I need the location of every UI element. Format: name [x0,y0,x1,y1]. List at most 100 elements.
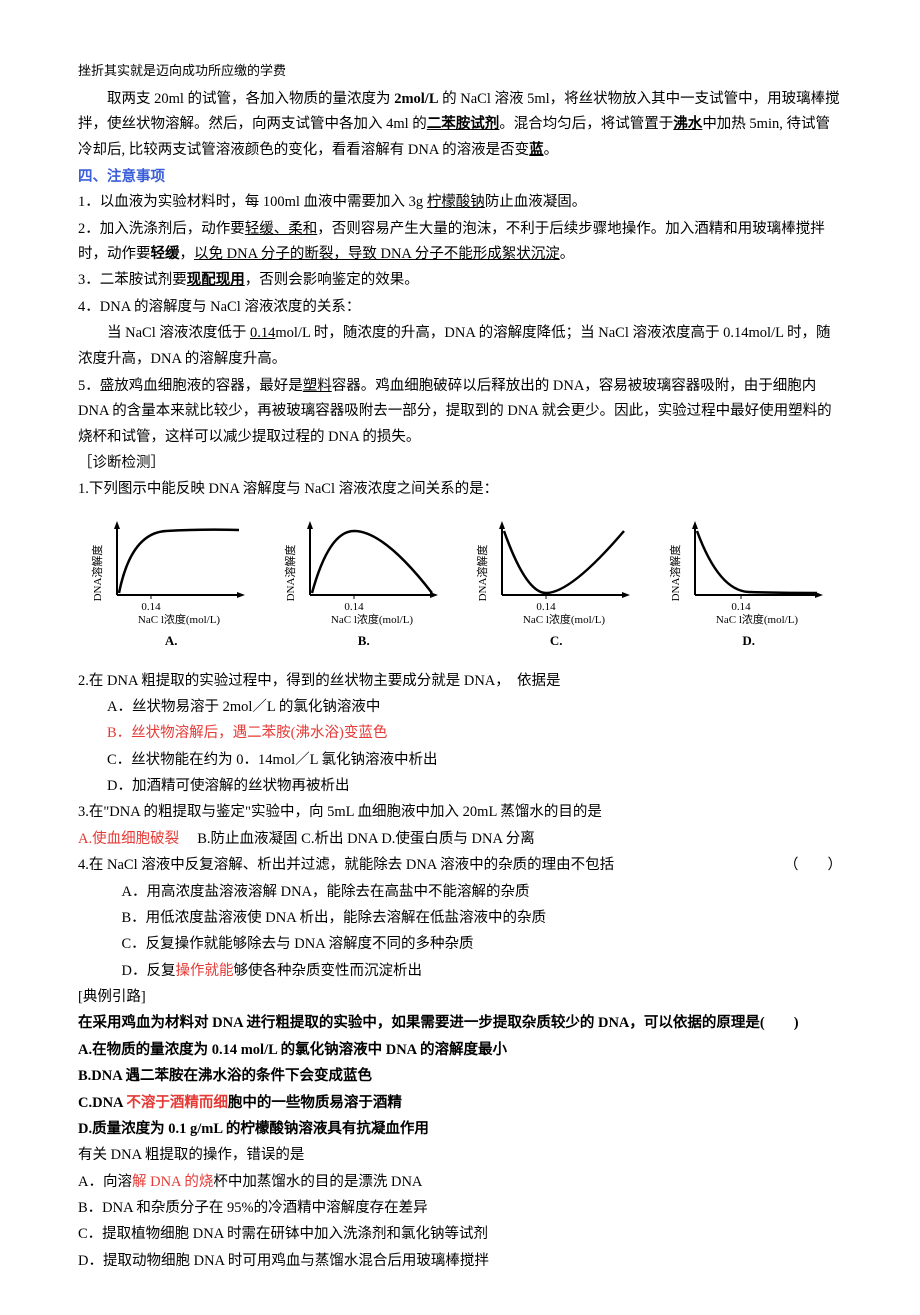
curve-d [697,531,817,593]
ex2-a-red: 解 DNA 的烧 [132,1174,213,1190]
ex2-option-b: B．DNA 和杂质分子在 95%的冷酒精中溶解度存在差异 [78,1196,842,1221]
q3-options: A.使血细胞破裂 B.防止血液凝固 C.析出 DNA D.使蛋白质与 DNA 分… [78,827,842,852]
xtick: 0.14 [731,601,751,613]
arrow-y [307,521,313,529]
page-header-note: 挫折其实就是迈向成功所应缴的学费 [78,60,842,83]
ex1-option-a: A.在物质的量浓度为 0.14 mol/L 的氯化钠溶液中 DNA 的溶解度最小 [78,1038,842,1063]
text: C.DNA [78,1095,126,1111]
q2-option-c: C．丝状物能在约为 0．14mol／L 氯化钠溶液中析出 [78,748,842,773]
arrow-y [114,521,120,529]
curve-a [119,529,239,592]
ex2-option-d: D．提取动物细胞 DNA 时可用鸡血与蒸馏水混合后用玻璃棒搅拌 [78,1249,842,1274]
text: 防止血液凝固。 [485,194,587,210]
sodium-citrate: 柠檬酸钠 [427,194,485,210]
note-1: 1．以血液为实验材料时，每 100ml 血液中需要加入 3g 柠檬酸钠防止血液凝… [78,190,842,215]
example-title: [典例引路] [78,985,842,1010]
arrow-x [622,592,630,598]
color-blue: 蓝 [529,142,544,158]
q3-rest [179,831,197,847]
chart-a: DNA溶解度 0.14 NaC l浓度(mol/L) A. [78,513,265,653]
chart-d: DNA溶解度 0.14 NaC l浓度(mol/L) D. [656,513,843,653]
example-1-question: 在采用鸡血为材料对 DNA 进行粗提取的实验中，如果需要进一步提取杂质较少的 D… [78,1011,842,1036]
question-4: 4.在 NaCl 溶液中反复溶解、析出并过滤，就能除去 DNA 溶液中的杂质的理… [78,853,842,878]
q4-text: 4.在 NaCl 溶液中反复溶解、析出并过滤，就能除去 DNA 溶液中的杂质的理… [78,857,614,873]
text: 5．盛放鸡血细胞液的容器，最好是 [78,378,303,394]
xlabel: NaC l浓度(mol/L) [523,612,606,626]
ex1-option-c: C.DNA 不溶于酒精而细胞中的一些物质易溶于酒精 [78,1091,842,1116]
note-5: 5．盛放鸡血细胞液的容器，最好是塑料容器。鸡血细胞破碎以后释放出的 DNA，容易… [78,374,842,450]
boiling-water: 沸水 [673,116,702,132]
q2-option-b: B．丝状物溶解后，遇二苯胺(沸水浴)变蓝色 [78,721,842,746]
chart-d-label: D. [656,630,843,653]
ylabel: DNA溶解度 [91,544,104,601]
text: 2．加入洗涤剂后，动作要 [78,221,245,237]
section-heading: 四、注意事项 [78,169,165,185]
ylabel: DNA溶解度 [669,544,682,601]
text: 胞中的一些物质易溶于酒精 [228,1095,402,1111]
xlabel: NaC l浓度(mol/L) [331,612,414,626]
arrow-x [237,592,245,598]
q3-options-rest: B.防止血液凝固 C.析出 DNA D.使蛋白质与 DNA 分离 [197,831,535,847]
note-3: 3．二苯胺试剂要现配现用，否则会影响鉴定的效果。 [78,268,842,293]
text: 杯中加蒸馏水的目的是漂洗 DNA [213,1174,422,1190]
section-4-title: 四、注意事项 [78,165,842,190]
fresh-prepare: 现配现用 [187,272,245,288]
gentle-2: 轻缓 [151,246,180,262]
text: ， [180,246,195,262]
q4-option-d: D．反复操作就能够使各种杂质变性而沉淀析出 [78,959,842,984]
question-3: 3.在"DNA 的粗提取与鉴定"实验中，向 5mL 血细胞液中加入 20mL 蒸… [78,800,842,825]
q4-bracket: （ ） [784,853,842,878]
threshold: 0.14 [250,325,275,341]
note-4-title: 4．DNA 的溶解度与 NaCl 溶液浓度的关系： [78,295,842,320]
q3-option-a: A.使血细胞破裂 [78,831,179,847]
chart-b-svg: DNA溶解度 0.14 NaC l浓度(mol/L) [284,513,444,628]
text: 取两支 20ml 的试管，各加入物质的量浓度为 [107,91,394,107]
example-2-question: 有关 DNA 粗提取的操作，错误的是 [78,1143,842,1168]
chart-c-label: C. [463,630,650,653]
text: D．反复 [122,963,176,979]
text: 3．二苯胺试剂要 [78,272,187,288]
ex1-c-red: 不溶于酒精而细 [126,1095,228,1111]
xlabel: NaC l浓度(mol/L) [716,612,799,626]
gentle: 轻缓、柔和 [245,221,318,237]
q2-option-d: D．加酒精可使溶解的丝状物再被析出 [78,774,842,799]
bold-concentration: 2mol/L [394,91,438,107]
ylabel: DNA溶解度 [284,544,297,601]
chart-a-label: A. [78,630,265,653]
text: 当 NaCl 溶液浓度低于 [107,325,250,341]
curve-c [504,531,624,593]
q4-option-a: A．用高浓度盐溶液溶解 DNA，能除去在高盐中不能溶解的杂质 [78,880,842,905]
chart-b: DNA溶解度 0.14 NaC l浓度(mol/L) B. [271,513,458,653]
ex1-option-d: D.质量浓度为 0.1 g/mL 的柠檬酸钠溶液具有抗凝血作用 [78,1117,842,1142]
chart-a-svg: DNA溶解度 0.14 NaC l浓度(mol/L) [91,513,251,628]
xlabel: NaC l浓度(mol/L) [138,612,221,626]
text: 够使各种杂质变性而沉淀析出 [233,963,422,979]
xtick: 0.14 [537,601,557,613]
chart-row: DNA溶解度 0.14 NaC l浓度(mol/L) A. DNA溶解度 0.1… [78,513,842,653]
question-1: 1.下列图示中能反映 DNA 溶解度与 NaCl 溶液浓度之间关系的是： [78,477,842,502]
diagnosis-title: ［诊断检测］ [78,451,842,476]
question-2: 2.在 DNA 粗提取的实验过程中，得到的丝状物主要成分就是 DNA， 依据是 [78,669,842,694]
chart-c: DNA溶解度 0.14 NaC l浓度(mol/L) C. [463,513,650,653]
q4-d-red: 操作就能 [175,963,233,979]
note-2: 2．加入洗涤剂后，动作要轻缓、柔和，否则容易产生大量的泡沫，不利于后续步骤地操作… [78,217,842,268]
chart-d-svg: DNA溶解度 0.14 NaC l浓度(mol/L) [669,513,829,628]
chart-c-svg: DNA溶解度 0.14 NaC l浓度(mol/L) [476,513,636,628]
arrow-y [692,521,698,529]
reagent-name: 二苯胺试剂 [427,116,500,132]
text: 。 [560,246,575,262]
plastic: 塑料 [303,378,332,394]
curve-b [312,531,432,593]
chart-b-label: B. [271,630,458,653]
text: A．向溶 [78,1174,132,1190]
xtick: 0.14 [142,601,162,613]
text: ，否则会影响鉴定的效果。 [245,272,419,288]
text: 1．以血液为实验材料时，每 100ml 血液中需要加入 3g [78,194,427,210]
q4-option-b: B．用低浓度盐溶液使 DNA 析出，能除去溶解在低盐溶液中的杂质 [78,906,842,931]
text: 。混合均匀后，将试管置于 [499,116,673,132]
q4-option-c: C．反复操作就能够除去与 DNA 溶解度不同的多种杂质 [78,932,842,957]
ex2-option-c: C．提取植物细胞 DNA 时需在研钵中加入洗涤剂和氯化钠等试剂 [78,1222,842,1247]
paragraph-intro: 取两支 20ml 的试管，各加入物质的量浓度为 2mol/L 的 NaCl 溶液… [78,87,842,163]
ex2-option-a: A．向溶解 DNA 的烧杯中加蒸馏水的目的是漂洗 DNA [78,1170,842,1195]
note-4-body: 当 NaCl 溶液浓度低于 0.14mol/L 时，随浓度的升高，DNA 的溶解… [78,321,842,372]
